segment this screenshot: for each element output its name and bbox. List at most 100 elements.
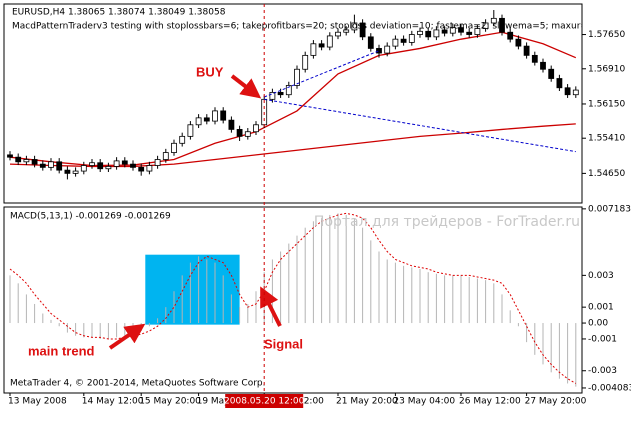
candle-body — [294, 68, 300, 86]
price-plot — [7, 10, 579, 180]
candle-body — [400, 38, 407, 43]
candle-body — [384, 45, 391, 54]
y-tick-label: 0.007183 — [588, 204, 631, 214]
candle-body — [31, 159, 38, 165]
buy-label: BUY — [196, 64, 224, 79]
candle-body — [228, 119, 235, 130]
candle-body — [203, 117, 210, 122]
chart-subtitle: MacdPatternTraderv3 testing with stoplos… — [12, 22, 631, 32]
y-tick-label: 1.54650 — [588, 169, 625, 179]
y-tick-label: 1.56910 — [588, 64, 625, 74]
candle-body — [285, 85, 292, 96]
trendline — [264, 98, 576, 153]
candle-body — [7, 154, 13, 158]
y-tick-label: -0.001 — [588, 334, 617, 344]
candle-body — [425, 30, 432, 38]
watermark: Портал для трейдеров - ForTrader.ru — [314, 214, 580, 230]
candle-body — [80, 165, 87, 172]
y-tick-label: 1.56150 — [588, 99, 625, 109]
candle-body — [376, 48, 382, 54]
candle-body — [310, 43, 317, 56]
candle-body — [154, 159, 161, 166]
y-tick-label: -0.004083 — [588, 383, 631, 393]
chart-title: EURUSD,H4 1.38065 1.38074 1.38049 1.3805… — [12, 8, 226, 18]
macd-panel — [3, 206, 583, 394]
highlight-box — [145, 254, 240, 325]
candle-body — [56, 161, 63, 171]
candle-body — [523, 45, 530, 56]
candle-body — [97, 162, 104, 170]
candle-body — [466, 31, 473, 35]
crosshair-label: 2008.05.20 12:00 — [224, 397, 305, 407]
macd-plot — [9, 212, 577, 387]
candle-body — [441, 29, 448, 34]
candle-body — [515, 38, 522, 47]
candle-body — [458, 27, 464, 33]
candle-body — [351, 22, 358, 31]
trend-arrow — [108, 323, 146, 350]
candle-body — [433, 29, 440, 38]
candle-body — [556, 78, 563, 89]
candle-body — [449, 27, 456, 34]
candle-body — [417, 30, 423, 35]
candle-body — [244, 131, 251, 137]
candle-body — [64, 169, 71, 174]
candle-body — [39, 163, 46, 168]
candle-body — [474, 28, 481, 35]
footer: MetaTrader 4, © 2001-2014, MetaQuotes So… — [10, 379, 266, 389]
x-tick-label: 27 May 20:00 — [525, 397, 587, 407]
candle-body — [540, 61, 546, 70]
candle-body — [162, 152, 169, 160]
candle-body — [121, 160, 128, 165]
x-tick-label: 13 May 2008 — [8, 397, 67, 407]
candle-body — [318, 43, 325, 48]
candle-body — [220, 110, 227, 121]
x-tick-label: 26 May 12:00 — [459, 397, 521, 407]
candle-body — [72, 170, 79, 174]
candle-body — [15, 156, 22, 163]
candle-body — [499, 17, 505, 33]
candle-body — [572, 89, 579, 96]
candle-body — [564, 87, 571, 96]
main-trend-label: main trend — [28, 343, 95, 358]
candle-body — [277, 91, 284, 96]
candle-body — [531, 54, 538, 63]
candle-body — [48, 161, 54, 168]
candle-body — [212, 110, 218, 122]
candle-body — [392, 38, 399, 47]
candle-body — [89, 162, 95, 166]
signal-label: Signal — [264, 336, 303, 351]
macd-title: MACD(5,13,1) -0.001269 -0.001269 — [10, 212, 171, 222]
signal-arrow — [260, 286, 282, 327]
moving-average — [9, 31, 577, 167]
candle-body — [343, 29, 350, 33]
y-tick-label: 0.001 — [588, 303, 614, 313]
candle-body — [138, 166, 145, 172]
candle-body — [507, 31, 514, 40]
x-tick-label: 15 May 20:00 — [139, 397, 201, 407]
candle-body — [482, 22, 489, 29]
y-tick-label: 0.00 — [588, 319, 608, 329]
candle-body — [113, 160, 120, 167]
y-tick-label: 1.57650 — [588, 30, 625, 40]
candle-body — [326, 35, 333, 48]
candle-body — [130, 163, 136, 168]
signal-line — [9, 212, 577, 384]
y-tick-label: 1.55410 — [588, 134, 625, 144]
candle-body — [146, 165, 153, 172]
candle-body — [236, 129, 243, 137]
y-tick-label: -0.003 — [588, 366, 617, 376]
buy-arrow — [230, 74, 262, 99]
candle-body — [23, 159, 30, 163]
candle-body — [408, 34, 415, 43]
y-tick-label: 0.003 — [588, 271, 614, 281]
candle-body — [490, 17, 497, 24]
candle-body — [187, 124, 194, 137]
x-tick-label: 23 May 04:00 — [393, 397, 455, 407]
candle-body — [269, 91, 276, 100]
x-tick-label: 14 May 12:00 — [82, 397, 144, 407]
trendline — [264, 50, 380, 98]
candle-body — [179, 135, 186, 144]
